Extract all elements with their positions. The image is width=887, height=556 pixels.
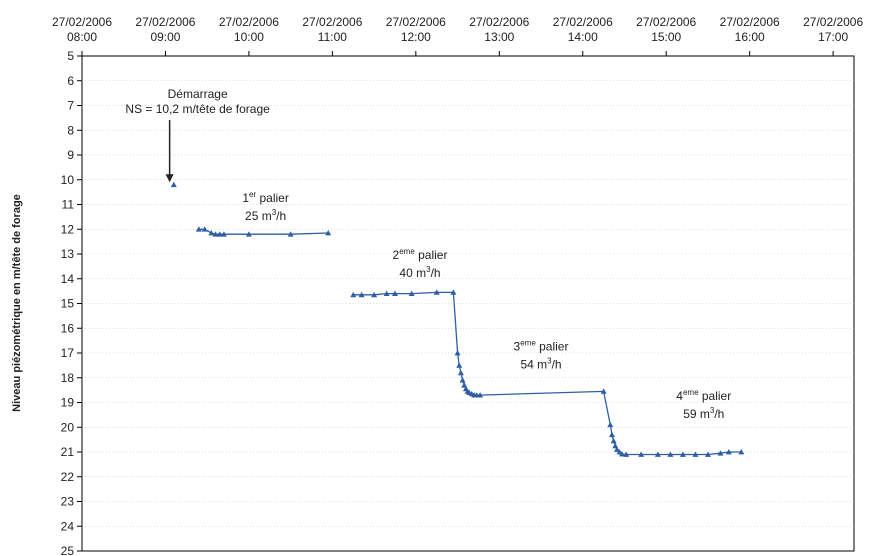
- annotation-palier4-title: 4eme palier: [676, 388, 731, 403]
- data-point-marker: [220, 231, 227, 237]
- data-point-marker: [350, 291, 357, 298]
- y-tick-label: 22: [61, 470, 75, 484]
- y-tick-label: 18: [61, 371, 75, 385]
- x-tick-time: 15:00: [651, 30, 681, 44]
- x-tick-time: 10:00: [234, 30, 264, 44]
- y-tick-label: 24: [61, 519, 75, 533]
- annotation-palier2-title: 2eme palier: [393, 247, 448, 262]
- y-tick-label: 16: [61, 321, 75, 335]
- y-tick-label: 11: [62, 198, 75, 212]
- y-tick-label: 7: [67, 99, 74, 113]
- data-point-marker: [725, 449, 732, 455]
- y-tick-label: 6: [67, 74, 74, 88]
- x-tick-date: 27/02/2006: [302, 15, 362, 29]
- data-point-marker: [287, 231, 294, 237]
- data-point-marker: [654, 451, 661, 457]
- data-point-marker: [433, 289, 440, 295]
- y-tick-label: 15: [61, 297, 75, 311]
- x-tick-date: 27/02/2006: [469, 15, 529, 29]
- x-tick-date: 27/02/2006: [803, 15, 863, 29]
- data-point-marker: [325, 229, 332, 236]
- data-point-marker: [208, 229, 215, 236]
- y-tick-label: 21: [61, 445, 75, 459]
- data-point-marker: [717, 450, 724, 456]
- y-tick-label: 23: [61, 495, 75, 509]
- data-point-marker: [638, 451, 645, 457]
- y-tick-label: 9: [67, 148, 74, 162]
- x-tick-date: 27/02/2006: [219, 15, 279, 29]
- data-point-marker: [459, 377, 466, 383]
- x-tick-time: 09:00: [150, 30, 180, 44]
- x-tick-date: 27/02/2006: [636, 15, 696, 29]
- x-tick-date: 27/02/2006: [52, 15, 112, 29]
- y-axis-title: Niveau piézométrique en m/tête de forage: [11, 194, 23, 412]
- x-tick-time: 17:00: [818, 30, 848, 44]
- annotation-palier1-rate: 25 m3/h: [245, 208, 286, 223]
- data-point-marker: [607, 421, 614, 428]
- x-tick-time: 13:00: [484, 30, 514, 44]
- data-point-marker: [477, 392, 484, 398]
- annotation-palier3-rate: 54 m3/h: [520, 357, 561, 372]
- y-tick-label: 12: [61, 222, 75, 236]
- data-point-marker: [195, 226, 202, 232]
- y-tick-label: 25: [61, 544, 75, 556]
- annotation-palier1-title: 1er palier: [242, 190, 289, 205]
- x-tick-date: 27/02/2006: [553, 15, 613, 29]
- annotation-demarrage-line: Démarrage: [168, 87, 228, 101]
- x-axis: 27/02/200608:0027/02/200609:0027/02/2006…: [52, 15, 863, 56]
- data-point-marker: [692, 451, 699, 457]
- data-point-marker: [391, 290, 398, 296]
- data-point-marker: [450, 289, 457, 295]
- data-point-marker: [216, 231, 223, 237]
- annotation-arrowhead: [165, 174, 174, 183]
- data-point-marker: [408, 290, 415, 296]
- data-point-marker: [201, 226, 208, 232]
- data-point-marker: [454, 350, 461, 356]
- annotation-demarrage-line: NS = 10,2 m/tête de forage: [125, 102, 270, 116]
- data-point-marker: [358, 291, 365, 298]
- y-tick-label: 20: [61, 420, 75, 434]
- x-tick-time: 12:00: [401, 30, 431, 44]
- y-tick-label: 5: [67, 49, 74, 63]
- annotation-palier4-rate: 59 m3/h: [683, 406, 724, 421]
- y-tick-label: 17: [61, 346, 75, 360]
- y-tick-label: 19: [61, 396, 75, 410]
- annotation-palier2-rate: 40 m3/h: [399, 265, 440, 280]
- plot-area: [81, 55, 855, 552]
- y-tick-label: 10: [61, 173, 75, 187]
- x-tick-time: 14:00: [568, 30, 598, 44]
- data-point-marker: [667, 451, 674, 457]
- x-tick-date: 27/02/2006: [386, 15, 446, 29]
- data-point-marker: [738, 449, 745, 455]
- data-point-marker: [610, 437, 617, 444]
- data-point-marker: [170, 181, 177, 188]
- data-point-marker: [245, 231, 252, 237]
- y-axis: 5 6 7 8 9 10 11 12 13 14 15 16 17 18 19 20 21 22 23 24 25: [61, 49, 82, 556]
- y-tick-label: 14: [61, 272, 75, 286]
- data-point-marker: [704, 451, 711, 457]
- x-tick-time: 11:00: [318, 30, 347, 44]
- x-tick-time: 08:00: [67, 30, 97, 44]
- data-point-marker: [457, 369, 464, 376]
- data-point-marker: [679, 451, 686, 457]
- data-point-marker: [623, 451, 630, 457]
- y-tick-label: 13: [61, 247, 75, 261]
- annotation-palier3-title: 3eme palier: [514, 339, 569, 354]
- series-markers: [170, 181, 745, 457]
- data-point-marker: [371, 291, 378, 298]
- data-point-marker: [618, 450, 625, 457]
- x-tick-date: 27/02/2006: [135, 15, 195, 29]
- data-point-marker: [613, 446, 620, 452]
- y-tick-label: 8: [67, 123, 74, 137]
- data-point-marker: [600, 388, 607, 394]
- data-point-marker: [383, 290, 390, 296]
- x-tick-date: 27/02/2006: [720, 15, 780, 29]
- data-point-marker: [608, 431, 615, 438]
- x-tick-time: 16:00: [735, 30, 765, 44]
- data-point-marker: [456, 362, 463, 368]
- data-point-marker: [212, 231, 219, 237]
